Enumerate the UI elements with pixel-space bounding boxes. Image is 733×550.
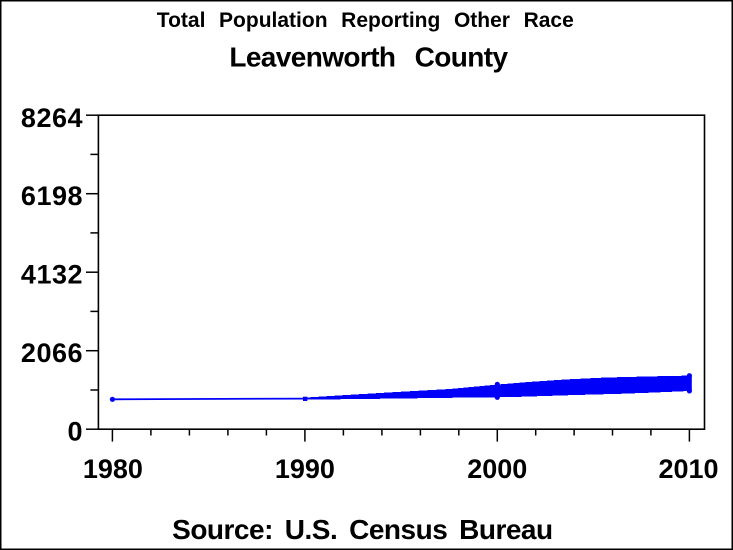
svg-text:8264: 8264 xyxy=(21,103,83,133)
svg-text:1980: 1980 xyxy=(83,454,143,484)
svg-text:0: 0 xyxy=(67,417,83,447)
svg-text:2010: 2010 xyxy=(658,454,718,484)
svg-text:2066: 2066 xyxy=(21,338,83,368)
svg-text:2000: 2000 xyxy=(467,454,527,484)
svg-text:6198: 6198 xyxy=(21,181,83,211)
svg-text:4132: 4132 xyxy=(21,260,83,290)
svg-text:Total Population Reporting Oth: Total Population Reporting Other Race xyxy=(157,9,574,32)
svg-text:Source: U.S. Census Bureau: Source: U.S. Census Bureau xyxy=(172,514,552,545)
svg-text:1990: 1990 xyxy=(275,454,335,484)
svg-text:Leavenworth County: Leavenworth County xyxy=(229,42,508,73)
